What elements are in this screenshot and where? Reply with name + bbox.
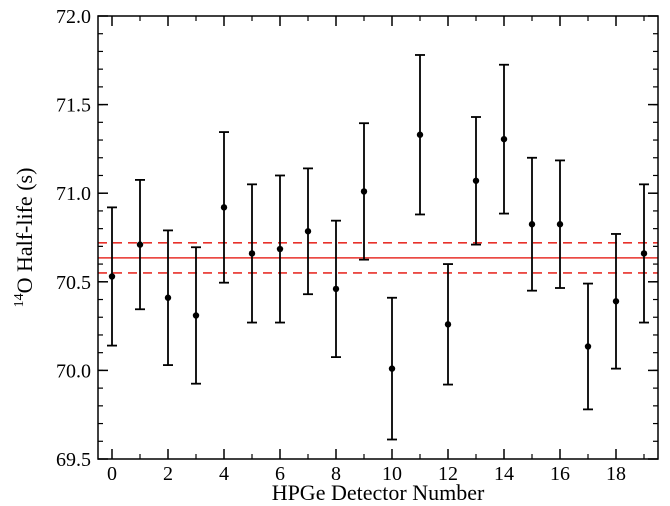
data-point: [416, 131, 424, 138]
data-point-group-7: [303, 167, 313, 296]
x-tick-label: 2: [163, 463, 173, 485]
x-tick-label: 0: [107, 463, 117, 485]
data-point-group-1: [135, 179, 145, 311]
data-point-group-17: [583, 282, 593, 411]
x-tick-label: 8: [331, 463, 341, 485]
x-tick-label: 16: [550, 463, 570, 485]
axis-ticks: 0 2 4 6 8 10 12 14 16 18 69.5 70.0 70.5 71.0 71.5 72.0: [56, 6, 658, 485]
data-point-group-16: [555, 159, 565, 289]
x-tick-label: 12: [438, 463, 458, 485]
plot-content: [98, 54, 658, 441]
data-point-group-19: [639, 183, 649, 324]
data-point: [136, 241, 144, 248]
y-tick-label: 72.0: [56, 6, 91, 28]
data-point: [444, 321, 452, 328]
y-tick-label: 71.5: [56, 95, 91, 117]
data-point: [500, 135, 508, 143]
data-point: [192, 312, 200, 319]
data-point: [276, 245, 284, 253]
data-point: [220, 204, 228, 211]
data-point-group-8: [331, 219, 341, 359]
y-tick-label: 70.0: [56, 360, 91, 382]
x-tick-label: 10: [382, 463, 402, 485]
data-point-group-4: [219, 131, 229, 284]
y-tick-label: 70.5: [56, 272, 91, 294]
data-point-group-5: [247, 183, 257, 324]
data-point: [640, 250, 648, 257]
data-point-group-12: [443, 263, 453, 386]
data-point: [472, 177, 480, 184]
data-point: [360, 188, 368, 195]
data-point: [528, 221, 536, 228]
data-point: [164, 294, 172, 301]
data-point-group-13: [471, 116, 481, 246]
data-point-group-10: [387, 296, 397, 441]
y-axis-title-text: O Half-life (s): [12, 168, 37, 294]
data-point-group-14: [499, 63, 509, 215]
data-point: [556, 221, 564, 228]
data-point-group-3: [191, 246, 201, 385]
data-point: [108, 273, 116, 280]
x-tick-label: 18: [606, 463, 626, 485]
data-point-group-9: [359, 122, 369, 261]
data-point-group-0: [107, 206, 117, 347]
data-point: [304, 228, 312, 235]
y-tick-label: 71.0: [56, 183, 91, 205]
data-point-group-15: [527, 156, 537, 292]
data-point: [584, 343, 592, 350]
x-tick-label: 14: [494, 463, 514, 485]
y-axis-title-superscript: 14: [12, 293, 27, 307]
data-point: [612, 298, 620, 305]
data-point: [248, 250, 256, 257]
y-tick-label: 69.5: [56, 449, 91, 471]
data-point-group-6: [275, 174, 285, 324]
data-point-group-2: [163, 229, 173, 366]
x-tick-label: 6: [275, 463, 285, 485]
plot-frame: [97, 15, 659, 460]
y-axis-title: 14O Half-life (s): [12, 168, 37, 308]
data-point-group-11: [415, 54, 425, 216]
x-tick-label: 4: [219, 463, 229, 485]
data-point: [388, 365, 396, 372]
data-point-group-18: [611, 233, 621, 370]
data-point: [332, 285, 340, 293]
x-axis-title: HPGe Detector Number: [272, 480, 485, 505]
